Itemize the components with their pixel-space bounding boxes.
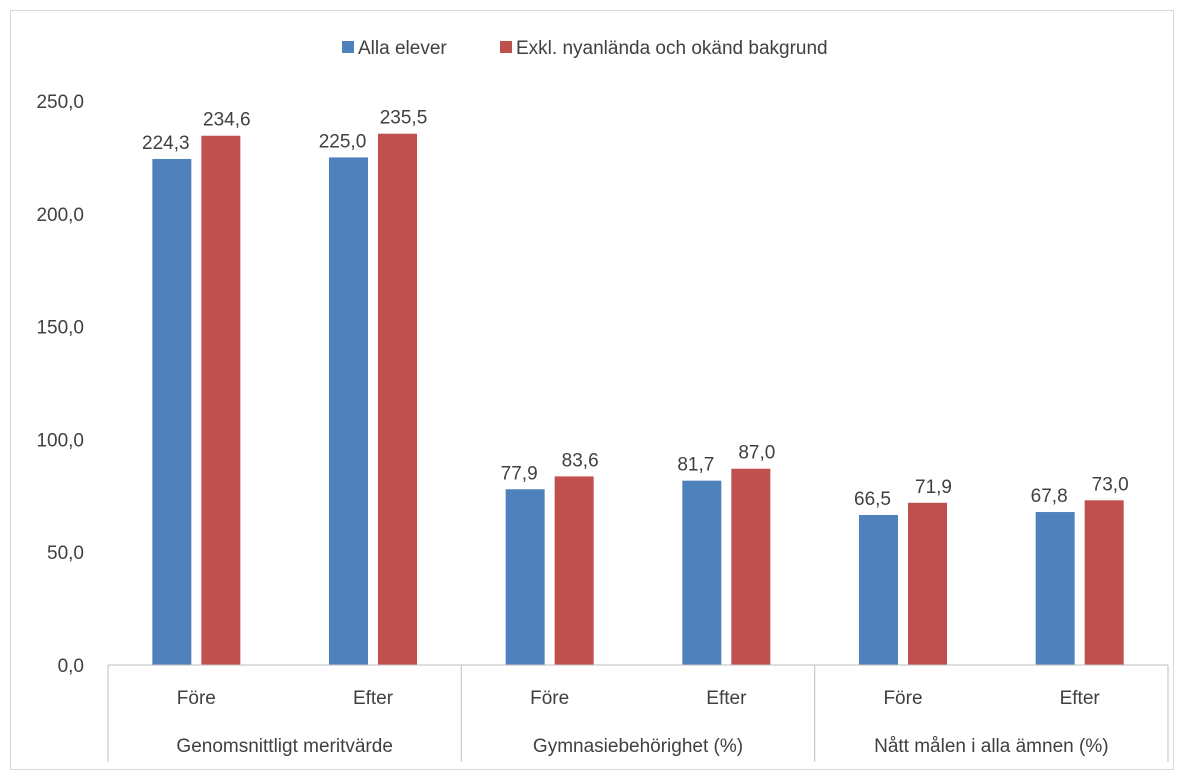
legend-label: Exkl. nyanlända och okänd bakgrund <box>516 38 828 59</box>
bar <box>378 133 417 665</box>
x-group-label: Gymnasiebehörighet (%) <box>533 736 743 757</box>
bar <box>152 158 192 666</box>
bar <box>329 157 368 665</box>
bars: 224,3 234,6 225,0 235,5 77,9 83,6 81,7 87,0 66,5… <box>142 108 1129 666</box>
bar <box>1035 512 1075 665</box>
data-label: 77,9 <box>501 463 538 484</box>
data-label: 83,6 <box>562 450 599 471</box>
legend-swatch <box>342 41 354 53</box>
y-tick-label: 250,0 <box>36 92 84 113</box>
x-tick-label: Före <box>530 688 569 709</box>
x-tick-label: Efter <box>1060 688 1101 709</box>
bar <box>554 476 594 665</box>
y-tick-label: 50,0 <box>47 543 84 564</box>
y-tick-label: 200,0 <box>36 205 84 226</box>
bar <box>859 514 898 665</box>
y-tick-label: 0,0 <box>58 656 84 677</box>
x-tick-label: Efter <box>706 688 747 709</box>
legend-label: Alla elever <box>358 38 447 59</box>
y-tick-label: 150,0 <box>36 318 84 339</box>
y-tick-label: 100,0 <box>36 430 84 451</box>
data-label: 71,9 <box>915 477 952 498</box>
bar <box>908 502 947 665</box>
data-label: 87,0 <box>738 443 775 464</box>
data-label: 67,8 <box>1031 486 1068 507</box>
data-label: 235,5 <box>380 108 428 129</box>
data-label: 81,7 <box>677 455 714 476</box>
y-axis: 0,0 50,0 100,0 150,0 200,0 250,0 <box>36 92 84 677</box>
bar <box>731 468 771 665</box>
x-tick-label: Efter <box>353 688 394 709</box>
x-tick-label: Före <box>177 688 216 709</box>
data-label: 66,5 <box>854 489 891 510</box>
data-label: 234,6 <box>203 110 251 131</box>
legend-swatch <box>500 41 512 53</box>
bar <box>201 135 241 665</box>
data-label: 73,0 <box>1092 474 1129 495</box>
bar <box>1084 500 1124 665</box>
x-group-label: Genomsnittligt meritvärde <box>176 736 392 757</box>
bar <box>505 489 545 665</box>
bar <box>682 480 722 665</box>
x-axis: Före Efter Genomsnittligt meritvärde Före Ef… <box>107 664 1169 762</box>
x-group-label: Nått målen i alla ämnen (%) <box>874 736 1108 757</box>
data-label: 224,3 <box>142 133 190 154</box>
data-label: 225,0 <box>319 131 367 152</box>
legend: Alla elever Exkl. nyanlända och okänd bak… <box>342 38 828 59</box>
x-tick-label: Före <box>883 688 922 709</box>
